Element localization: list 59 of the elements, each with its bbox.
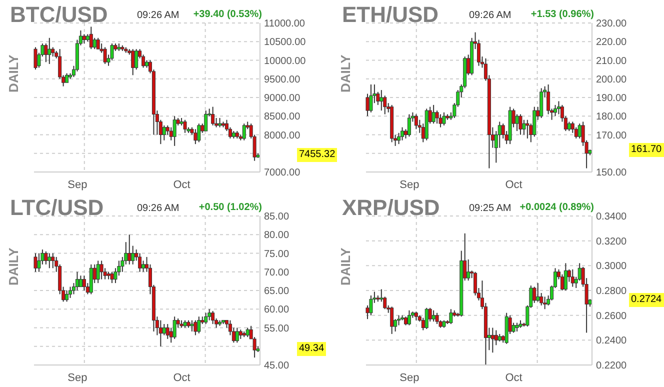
y-tick-label: 11000.00 [264, 18, 306, 30]
y-tick-label: 210.00 [596, 56, 628, 67]
y-tick-label: 10000.00 [264, 56, 306, 67]
y-tick-label: 0.2800 [596, 286, 628, 298]
text: 09:26 AM [469, 10, 512, 21]
x-tick-label: Sep [68, 372, 88, 384]
y-tick-label: 55.00 [264, 323, 290, 334]
y-axis-title: DAILY [338, 248, 353, 286]
text: 7455.32 [297, 148, 338, 162]
y-tick-label: 70.00 [264, 267, 290, 278]
y-tick-label: 8500.00 [264, 112, 301, 123]
x-tick-label: Sep [400, 372, 420, 384]
x-tick-label: Oct [173, 372, 190, 384]
y-tick-label: 60.00 [264, 304, 290, 316]
text: 0.2724 [629, 292, 664, 307]
y-tick-label: 200.00 [596, 74, 628, 86]
x-tick-label: Oct [505, 372, 522, 384]
y-tick-label: 8000.00 [264, 130, 301, 142]
y-tick-label: 85.00 [264, 212, 290, 223]
y-tick-label: 230.00 [596, 18, 628, 30]
text: +0.0024 (0.89%) [520, 202, 594, 213]
y-axis-title: DAILY [338, 54, 353, 92]
y-tick-label: 0.2400 [596, 336, 628, 347]
y-tick-label: 9000.00 [264, 93, 301, 104]
text: +39.40 (0.53%) [193, 9, 262, 20]
y-tick-label: 0.3400 [596, 212, 628, 223]
x-tick-label: Sep [68, 178, 88, 191]
y-tick-label: 170.00 [596, 130, 628, 142]
x-tick-label: Oct [173, 178, 190, 191]
y-tick-label: 65.00 [264, 286, 290, 298]
y-tick-label: 0.3200 [596, 236, 628, 248]
y-tick-label: 150.00 [596, 168, 628, 179]
y-tick-label: 0.2200 [596, 360, 628, 372]
chart-title: ETH/USD [342, 2, 439, 28]
text: 09:26 AM [137, 10, 180, 21]
y-tick-label: 0.2600 [596, 310, 628, 322]
y-axis-title: DAILY [6, 248, 21, 286]
y-tick-label: 0.3000 [596, 261, 628, 272]
x-tick-label: Oct [505, 178, 522, 191]
y-tick-label: 190.00 [596, 93, 628, 104]
text: 49.34 [297, 342, 326, 356]
y-tick-label: 180.00 [596, 112, 628, 123]
text: 09:25 AM [469, 203, 512, 214]
text: 161.70 [629, 143, 664, 158]
y-tick-label: 45.00 [264, 360, 290, 372]
x-tick-label: Sep [400, 178, 420, 191]
y-tick-label: 7000.00 [264, 168, 301, 179]
text: +0.50 (1.02%) [198, 202, 262, 213]
y-axis-title: DAILY [6, 54, 21, 92]
text: 09:26 AM [137, 203, 180, 214]
y-tick-label: 80.00 [264, 230, 290, 242]
y-tick-label: 75.00 [264, 248, 290, 260]
text: +1.53 (0.96%) [530, 9, 594, 20]
chart-title: BTC/USD [10, 2, 108, 28]
y-tick-label: 9500.00 [264, 74, 301, 86]
y-tick-label: 10500.00 [264, 37, 306, 48]
y-tick-label: 220.00 [596, 37, 628, 48]
chart-title: LTC/USD [10, 195, 104, 221]
chart-title: XRP/USD [342, 195, 440, 221]
